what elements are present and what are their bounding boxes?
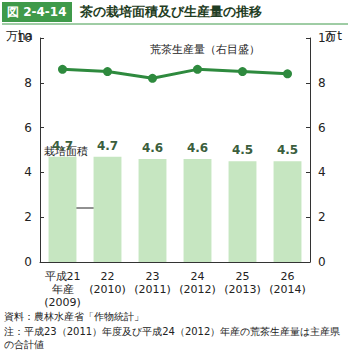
svg-text:4.6: 4.6: [187, 141, 208, 155]
svg-text:(2013): (2013): [224, 283, 261, 296]
svg-text:(2012): (2012): [179, 283, 216, 296]
svg-text:4.5: 4.5: [232, 143, 253, 157]
svg-text:4.6: 4.6: [142, 141, 163, 155]
svg-text:6: 6: [318, 121, 326, 135]
svg-text:2: 2: [318, 210, 326, 224]
svg-text:24: 24: [191, 270, 205, 283]
svg-text:の合計値: の合計値: [4, 339, 44, 350]
svg-text:栽培面積: 栽培面積: [44, 145, 88, 158]
svg-text:4: 4: [318, 165, 326, 179]
svg-text:26: 26: [281, 270, 295, 283]
svg-text:25: 25: [236, 270, 250, 283]
svg-text:荒茶生産量（右目盛）: 荒茶生産量（右目盛）: [150, 43, 260, 56]
svg-text:10: 10: [17, 31, 32, 45]
svg-text:8: 8: [24, 76, 32, 90]
svg-text:図 2-4-14: 図 2-4-14: [7, 5, 67, 19]
svg-text:10: 10: [318, 31, 333, 45]
svg-text:6: 6: [24, 121, 32, 135]
svg-text:万t: 万t: [325, 29, 342, 43]
svg-text:(2011): (2011): [134, 283, 171, 296]
svg-text:資料：農林水産省「作物統計」: 資料：農林水産省「作物統計」: [4, 311, 144, 322]
svg-text:注：平成23（2011）年度及び平成24（2012）年産の荒: 注：平成23（2011）年度及び平成24（2012）年産の荒茶生産量は主産県: [4, 326, 340, 337]
svg-text:22: 22: [101, 270, 115, 283]
svg-text:平成21: 平成21: [45, 270, 81, 283]
svg-text:4.5: 4.5: [277, 143, 298, 157]
svg-text:2: 2: [24, 210, 32, 224]
svg-text:(2009): (2009): [44, 296, 81, 309]
svg-text:23: 23: [146, 270, 160, 283]
svg-text:(2010): (2010): [89, 283, 126, 296]
svg-text:4.7: 4.7: [97, 139, 118, 153]
svg-text:4: 4: [24, 165, 32, 179]
svg-text:8: 8: [318, 76, 326, 90]
svg-text:茶の栽培面積及び生産量の推移: 茶の栽培面積及び生産量の推移: [79, 4, 262, 19]
svg-text:(2014): (2014): [269, 283, 306, 296]
svg-text:年産: 年産: [52, 283, 74, 296]
svg-text:0: 0: [24, 255, 32, 269]
svg-text:0: 0: [318, 255, 326, 269]
svg-text:4.7: 4.7: [52, 139, 73, 153]
